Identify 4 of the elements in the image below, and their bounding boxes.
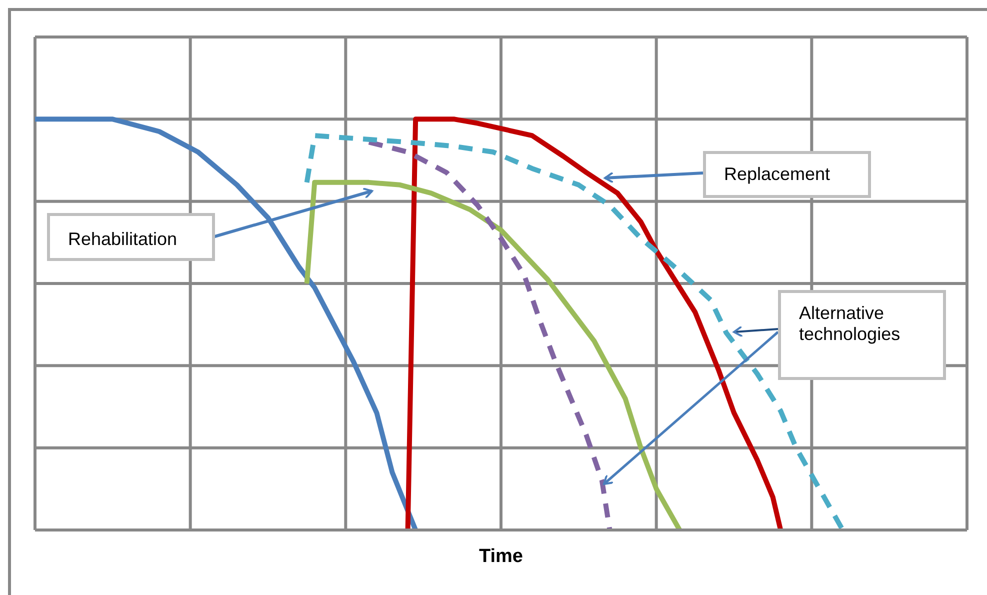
annotation: Rehabilitation	[67, 228, 178, 251]
annotation: Replacement	[723, 163, 832, 186]
x-axis-title: Time	[478, 546, 524, 567]
annotation: Alternative technologies	[798, 302, 902, 346]
